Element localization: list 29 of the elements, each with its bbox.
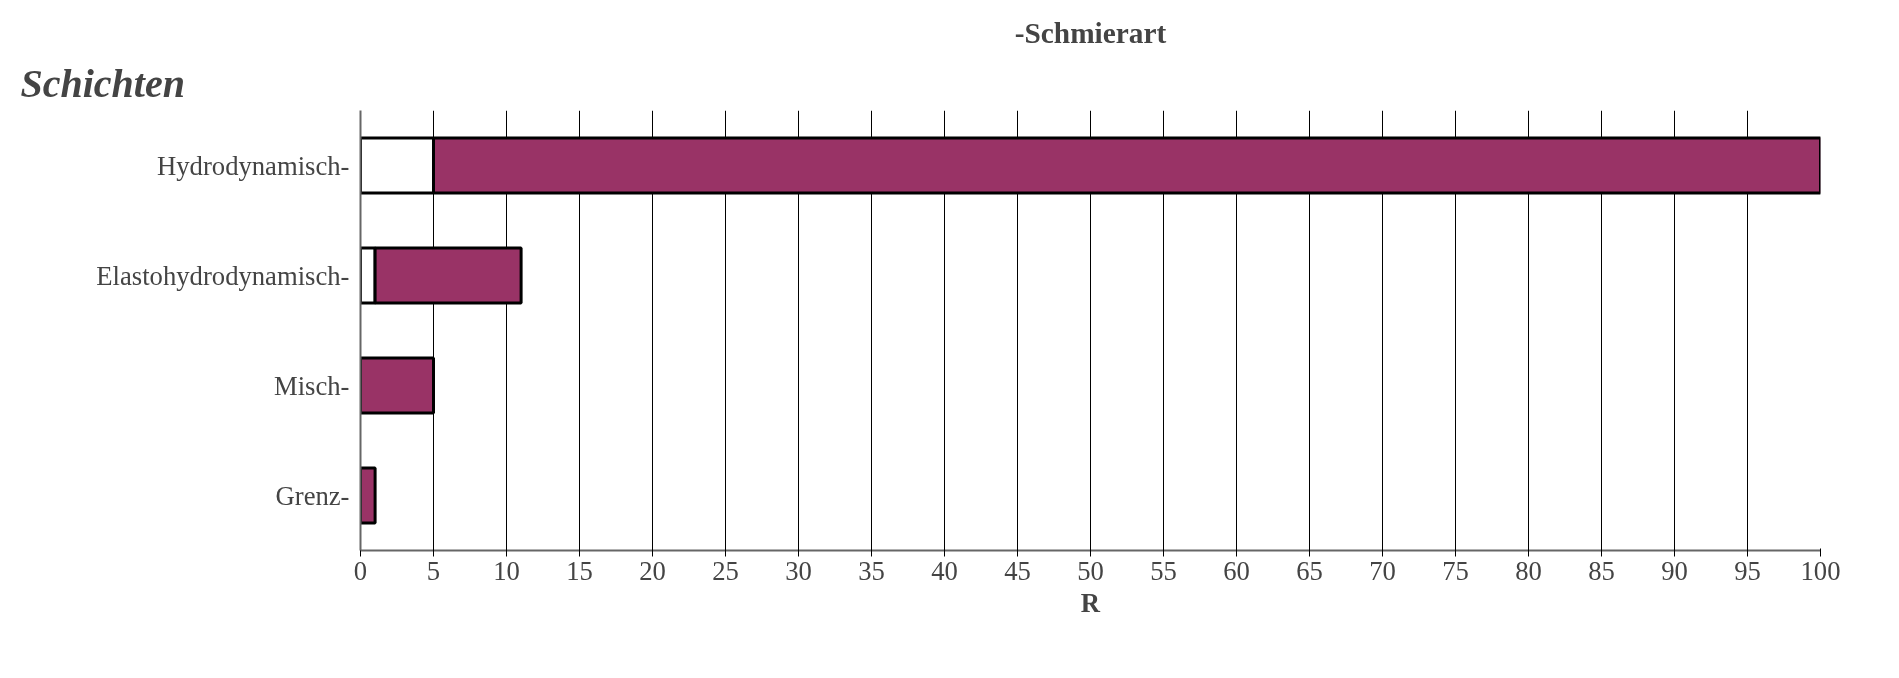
y-tick-label: Misch- <box>273 370 350 401</box>
x-tick-label: 30 <box>785 555 812 586</box>
y-tick-label: Hydrodynamisch- <box>157 150 350 181</box>
x-tick-label: 20 <box>639 555 666 586</box>
x-tick-label: 60 <box>1223 555 1250 586</box>
x-tick-label: 95 <box>1734 555 1761 586</box>
x-axis-title: R <box>1080 587 1101 618</box>
x-tick-label: 0 <box>353 555 368 586</box>
text: Schichten <box>20 60 185 106</box>
x-tick-label: 90 <box>1661 555 1688 586</box>
bar <box>360 466 377 525</box>
y-tick-label: Grenz- <box>275 480 350 511</box>
x-tick-label: 80 <box>1515 555 1542 586</box>
x-tick-label: 65 <box>1296 555 1323 586</box>
x-tick-label: 70 <box>1369 555 1396 586</box>
x-tick-label: 5 <box>426 555 441 586</box>
x-tick-label: 100 <box>1800 555 1841 586</box>
chart-title: -Schmierart <box>1014 16 1167 49</box>
x-tick-label: 25 <box>712 555 739 586</box>
y-tick-label: Elastohydrodynamisch- <box>96 260 350 291</box>
x-tick-label: 85 <box>1588 555 1615 586</box>
x-tick-label: 55 <box>1150 555 1177 586</box>
x-tick-label: 50 <box>1077 555 1104 586</box>
x-tick-label: 35 <box>858 555 885 586</box>
x-tick-label: 45 <box>1004 555 1031 586</box>
x-tick-label: 75 <box>1442 555 1469 586</box>
x-tick-label: 10 <box>493 555 520 586</box>
x-tick-label: 15 <box>566 555 593 586</box>
x-tick-label: 40 <box>931 555 958 586</box>
